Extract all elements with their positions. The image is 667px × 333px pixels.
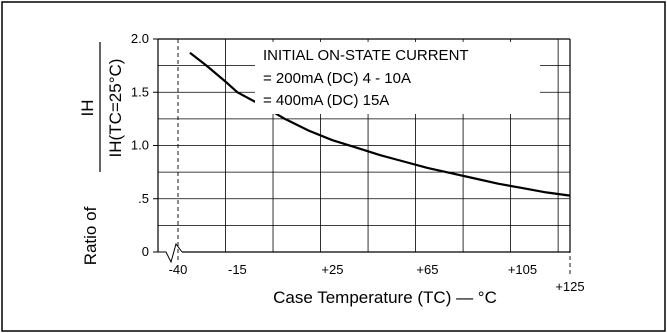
x-tick-label: +125 xyxy=(555,279,584,294)
y-axis-label: Ratio of IH IH(TC=25°C) xyxy=(78,42,125,265)
annotation-box: INITIAL ON-STATE CURRENT = 200mA (DC) 4 … xyxy=(255,42,540,114)
y-tick-label: 1.5 xyxy=(131,84,149,99)
x-tick-label: -15 xyxy=(228,262,247,277)
x-tick-label: -40 xyxy=(169,262,188,277)
axis-break-mark xyxy=(158,242,183,264)
annotation-line-3: = 400mA (DC) 15A xyxy=(263,92,389,109)
axes xyxy=(153,38,571,253)
annotation-background xyxy=(255,42,540,114)
x-tick-label: +105 xyxy=(508,262,537,277)
y-tick-label: 1.0 xyxy=(131,138,149,153)
annotation-line-2: = 200mA (DC) 4 - 10A xyxy=(263,70,411,87)
y-tick-label: 0 xyxy=(142,244,149,259)
x-tick-label: +25 xyxy=(321,262,343,277)
y-tick-label: 2.0 xyxy=(131,31,149,46)
y-tick-label: .5 xyxy=(138,191,149,206)
y-label-denominator: IH(TC=25°C) xyxy=(106,59,125,158)
series-group xyxy=(189,51,571,197)
x-tick-labels: -40 -15 +25 +65 +105 +125 xyxy=(169,262,585,294)
y-tick-labels: 0 .5 1.0 1.5 2.0 xyxy=(131,31,149,259)
y-label-numerator: IH xyxy=(78,100,97,117)
annotation-line-1: INITIAL ON-STATE CURRENT xyxy=(263,47,469,64)
x-tick-label: +65 xyxy=(416,262,438,277)
y-label-ratio: Ratio of xyxy=(81,206,100,265)
series-line xyxy=(189,51,571,197)
x-axis-label: Case Temperature (TC) — °C xyxy=(273,288,497,307)
